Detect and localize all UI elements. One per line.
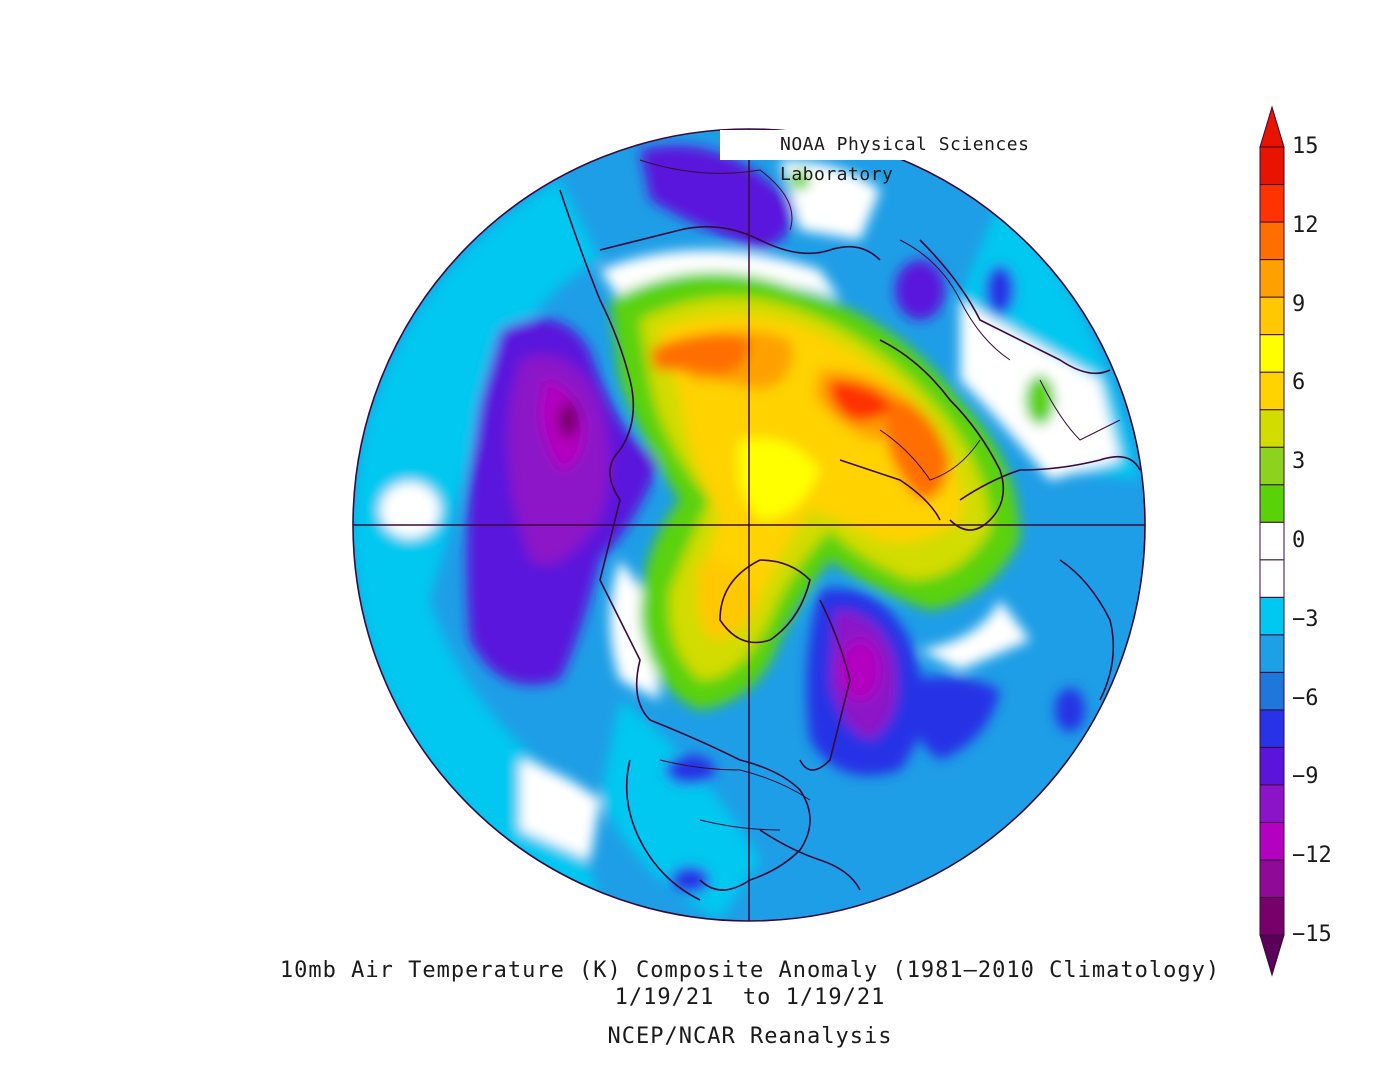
colorbar-segment [1259, 409, 1285, 448]
colorbar-tick-label: −15 [1292, 922, 1332, 947]
colorbar-segment [1259, 596, 1285, 636]
colorbar-tick-label: 12 [1292, 212, 1319, 238]
colorbar-segment [1259, 259, 1285, 298]
colorbar-tick-label: 0 [1292, 528, 1306, 553]
colorbar-tick-label: −9 [1292, 764, 1319, 790]
colorbar-segment [1259, 146, 1285, 186]
colorbar-tick-label: 15 [1292, 134, 1319, 159]
caption-source: NCEP/NCAR Reanalysis [607, 1024, 893, 1049]
colorbar-segment [1259, 709, 1285, 748]
colorbar-segment [1259, 371, 1285, 411]
colorbar-tick-label: −6 [1292, 685, 1319, 711]
colorbar-segment [1259, 296, 1285, 336]
colorbar-segment [1259, 521, 1285, 561]
map-border [352, 128, 1146, 922]
colorbar-tick-label: 3 [1292, 449, 1306, 475]
colorbar-segment [1259, 746, 1285, 786]
colorbar-segment [1259, 334, 1285, 373]
colorbar-segment [1259, 484, 1285, 523]
anomaly-field [353, 129, 1145, 921]
colorbar-tick-label: 6 [1292, 370, 1306, 396]
colorbar-segment [1259, 559, 1285, 598]
colorbar-segment [1259, 446, 1285, 486]
colorbar-tick-label: −12 [1292, 843, 1332, 869]
colorbar-tick-label: 9 [1292, 291, 1306, 317]
political-borders [639, 159, 1121, 831]
credit-label: NOAA Physical Sciences Laboratory [720, 130, 1150, 185]
colorbar-segment [1259, 821, 1285, 861]
colorbar-segment [1259, 221, 1285, 261]
colorbar [1259, 105, 1285, 977]
colorbar-tick-label: −3 [1292, 606, 1319, 632]
colorbar-top-arrow [1259, 105, 1285, 148]
colorbar-segment [1259, 671, 1285, 711]
colorbar-segment [1259, 184, 1285, 223]
colorbar-segment [1259, 784, 1285, 823]
colorbar-segment [1259, 896, 1285, 936]
colorbar-segment [1259, 634, 1285, 673]
coastlines [559, 189, 1141, 901]
caption-dates: 1/19/21 to 1/19/21 [614, 985, 886, 1010]
caption-title: 10mb Air Temperature (K) Composite Anoma… [279, 958, 1221, 983]
colorbar-segment [1259, 859, 1285, 898]
colorbar-bottom-arrow [1259, 934, 1285, 977]
